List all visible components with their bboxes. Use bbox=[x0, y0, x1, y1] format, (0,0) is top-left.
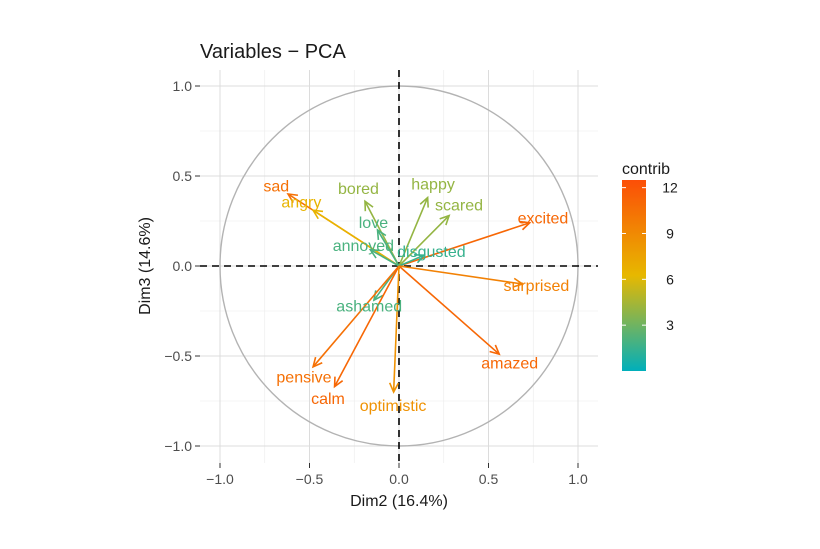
y-tick-label: 0.5 bbox=[173, 168, 193, 184]
x-tick-label: 1.0 bbox=[568, 471, 588, 487]
y-tick-label: 0.0 bbox=[173, 258, 193, 274]
arrow-optimistic bbox=[388, 265, 400, 394]
arrow-surprised bbox=[398, 265, 525, 288]
arrow-head-optimistic bbox=[388, 382, 400, 394]
arrow-shaft-optimistic bbox=[392, 265, 400, 393]
arrow-shaft-amazed bbox=[398, 265, 500, 355]
label-disgusted: disgusted bbox=[397, 244, 466, 261]
label-sad: sad bbox=[263, 178, 289, 195]
label-surprised: surprised bbox=[503, 278, 569, 295]
arrow-shaft-pensive bbox=[312, 265, 400, 368]
legend-title: contrib bbox=[622, 161, 670, 178]
x-axis-title: Dim2 (16.4%) bbox=[350, 493, 448, 510]
arrow-head-pensive bbox=[311, 356, 323, 369]
arrow-angry bbox=[311, 209, 400, 267]
arrow-head-love bbox=[376, 228, 387, 241]
arrow-shaft-disgusted bbox=[398, 254, 425, 267]
arrow-head-calm bbox=[333, 376, 344, 389]
legend-colorbar bbox=[622, 180, 646, 371]
label-pensive: pensive bbox=[276, 369, 331, 386]
axes: −1.0 −0.5 0.0 0.5 1.0 −1.0 −0.5 0.0 0.5 1.0 bbox=[164, 78, 588, 487]
label-optimistic: optimistic bbox=[360, 398, 427, 415]
arrow-shaft-annoyed bbox=[369, 249, 400, 267]
arrow-head-disgusted bbox=[414, 253, 426, 264]
x-tick-label: −1.0 bbox=[206, 471, 234, 487]
label-happy: happy bbox=[411, 177, 455, 194]
arrow-pensive bbox=[311, 265, 400, 369]
label-excited: excited bbox=[518, 210, 569, 227]
arrow-head-amazed bbox=[489, 344, 501, 356]
chart-title: Variables − PCA bbox=[200, 41, 346, 63]
arrow-head-bored bbox=[364, 199, 374, 212]
arrow-head-scared bbox=[439, 214, 451, 226]
arrow-shaft-surprised bbox=[398, 265, 523, 285]
legend-tick-label: 12 bbox=[662, 180, 678, 196]
contrib-legend: contrib 3 6 9 12 bbox=[622, 161, 678, 371]
arrow-shaft-angry bbox=[312, 209, 400, 267]
variable-arrows bbox=[286, 192, 532, 394]
arrow-disgusted bbox=[398, 253, 426, 267]
label-love: love bbox=[359, 215, 388, 232]
arrow-shaft-love bbox=[376, 229, 400, 267]
arrow-annoyed bbox=[368, 248, 400, 267]
arrow-scared bbox=[398, 214, 451, 267]
legend-ticks: 3 6 9 12 bbox=[622, 180, 678, 333]
label-calm: calm bbox=[311, 391, 345, 408]
arrow-love bbox=[376, 228, 400, 267]
arrow-head-angry bbox=[311, 209, 324, 220]
x-tick-label: 0.5 bbox=[479, 471, 499, 487]
arrow-head-sad bbox=[286, 192, 299, 203]
arrow-head-surprised bbox=[512, 277, 525, 288]
label-amazed: amazed bbox=[481, 355, 538, 372]
arrow-head-annoyed bbox=[368, 248, 381, 259]
arrow-shaft-scared bbox=[398, 215, 450, 267]
legend-tick-label: 6 bbox=[666, 271, 674, 287]
arrow-calm bbox=[333, 265, 400, 389]
y-axis-title: Dim3 (14.6%) bbox=[137, 217, 154, 315]
label-scared: scared bbox=[435, 198, 483, 215]
arrow-head-happy bbox=[419, 195, 429, 208]
legend-tick-label: 9 bbox=[666, 225, 674, 241]
y-tick-label: −1.0 bbox=[164, 438, 192, 454]
y-tick-label: 1.0 bbox=[173, 78, 193, 94]
label-ashamed: ashamed bbox=[336, 299, 402, 316]
label-bored: bored bbox=[338, 181, 379, 198]
label-angry: angry bbox=[281, 195, 321, 212]
x-tick-label: −0.5 bbox=[296, 471, 324, 487]
arrow-shaft-calm bbox=[333, 265, 400, 387]
arrow-shaft-happy bbox=[398, 197, 429, 267]
arrow-happy bbox=[398, 195, 429, 267]
arrow-head-excited bbox=[519, 220, 532, 231]
legend-tick-label: 3 bbox=[666, 317, 674, 333]
y-tick-label: −0.5 bbox=[164, 348, 192, 364]
arrow-amazed bbox=[398, 265, 501, 356]
label-annoyed: annoyed bbox=[333, 238, 394, 255]
x-tick-label: 0.0 bbox=[389, 471, 409, 487]
